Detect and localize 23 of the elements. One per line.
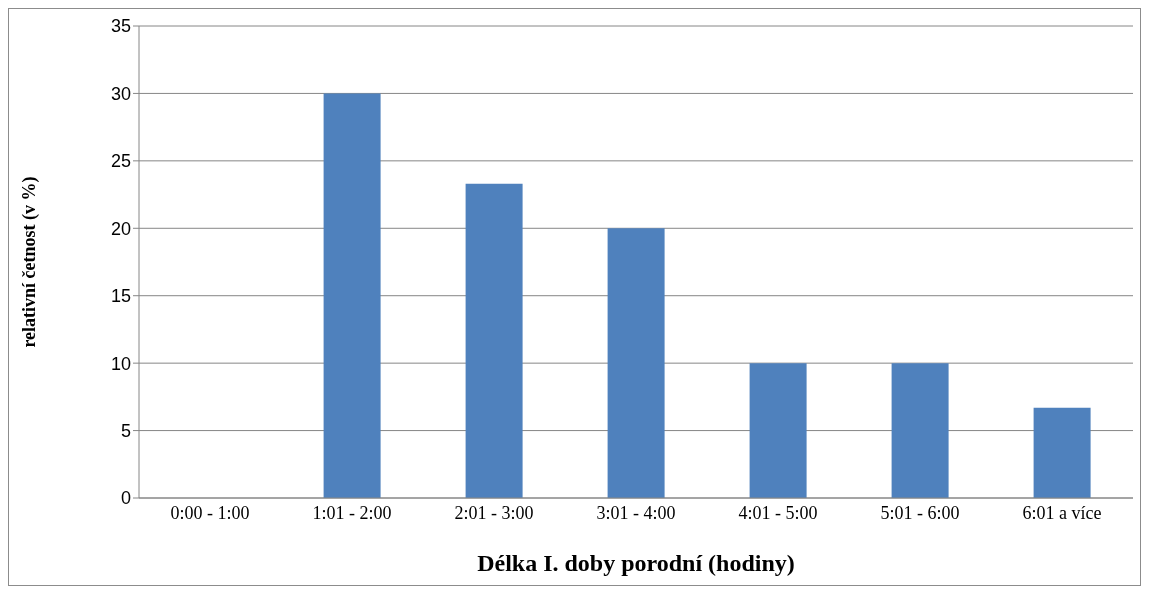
x-tick-label: 4:01 - 5:00: [738, 502, 818, 523]
bar: [607, 228, 665, 498]
bar: [323, 93, 381, 498]
x-tick-label: 5:01 - 6:00: [880, 502, 960, 523]
x-tick-label: 3:01 - 4:00: [596, 502, 676, 523]
y-tick-label: 20: [110, 218, 131, 239]
bar: [749, 363, 807, 498]
y-tick-label: 35: [110, 16, 131, 37]
y-tick-label: 0: [120, 488, 131, 509]
bar: [891, 363, 949, 498]
y-tick-label: 5: [120, 420, 131, 441]
y-tick-label: 30: [110, 83, 131, 104]
y-axis-title: relativní četnost (v %): [19, 176, 41, 348]
bar: [1033, 407, 1091, 498]
x-tick-label: 0:00 - 1:00: [170, 502, 250, 523]
x-axis-title: Délka I. doby porodní (hodiny): [477, 550, 795, 576]
x-tick-label: 1:01 - 2:00: [312, 502, 392, 523]
y-tick-label: 10: [110, 353, 131, 374]
x-tick-label: 2:01 - 3:00: [454, 502, 534, 523]
bar: [465, 183, 523, 498]
y-tick-label: 15: [110, 286, 131, 307]
y-tick-label: 25: [110, 151, 131, 172]
x-tick-label: 6:01 a více: [1022, 502, 1102, 523]
